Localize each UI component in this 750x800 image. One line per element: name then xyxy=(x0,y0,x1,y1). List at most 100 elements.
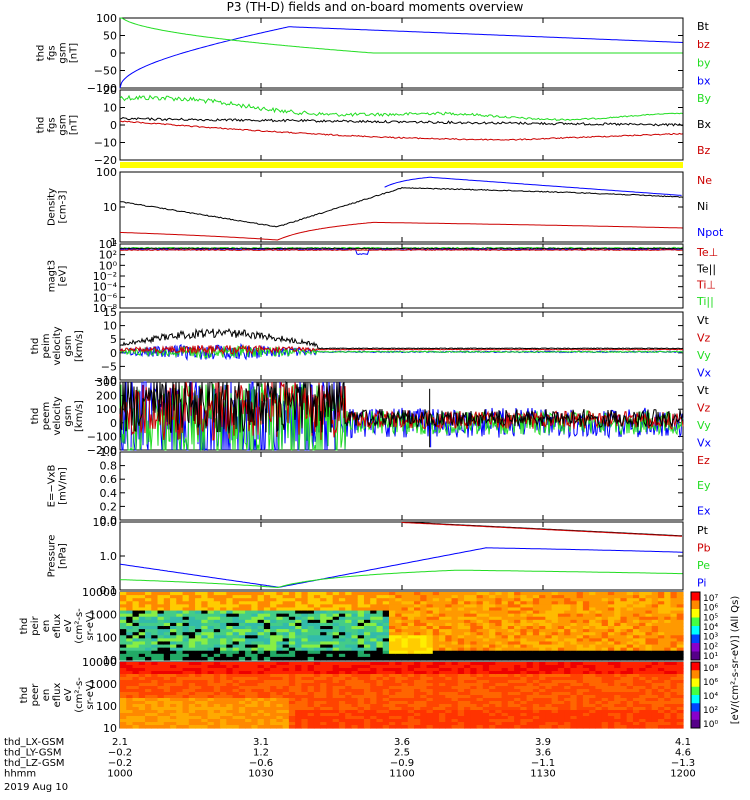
spectrogram-cell xyxy=(501,698,509,702)
spectrogram-cell xyxy=(313,641,321,646)
spectrogram-cell xyxy=(520,701,528,705)
spectrogram-cell xyxy=(251,671,259,675)
spectrogram-cell xyxy=(420,647,428,652)
spectrogram-cell xyxy=(288,592,296,596)
spectrogram-cell xyxy=(495,598,503,602)
spectrogram-cell xyxy=(132,686,140,690)
date-label: 2019 Aug 10 xyxy=(4,782,68,793)
spectrogram-cell xyxy=(520,647,528,652)
spectrogram-cell xyxy=(163,607,171,612)
spectrogram-cell xyxy=(676,644,684,649)
spectrogram-cell xyxy=(357,598,365,602)
spectrogram-cell xyxy=(213,595,221,599)
spectrogram-cell xyxy=(276,668,284,672)
spectrogram-cell xyxy=(676,680,684,684)
spectrogram-cell xyxy=(138,619,146,624)
spectrogram-cell xyxy=(551,610,559,615)
spectrogram-cell xyxy=(482,662,490,666)
spectrogram-cell xyxy=(282,653,290,658)
spectrogram-cell xyxy=(313,622,321,627)
spectrogram-cell xyxy=(620,710,628,714)
spectrogram-cell xyxy=(388,716,396,720)
spectrogram-cell xyxy=(420,626,428,630)
spectrogram-cell xyxy=(182,722,190,726)
spectrogram-cell xyxy=(176,638,184,643)
spectrogram-cell xyxy=(376,601,384,605)
spectrogram-cell xyxy=(626,716,634,720)
spectrogram-cell xyxy=(207,725,215,729)
spectrogram-cell xyxy=(401,722,409,726)
spectrogram-cell xyxy=(288,650,296,655)
spectrogram-cell xyxy=(420,701,428,705)
spectrogram-cell xyxy=(470,683,478,687)
spectrogram-cell xyxy=(257,680,265,684)
spectrogram-cell xyxy=(370,695,378,699)
spectrogram-cell xyxy=(176,665,184,669)
spectrogram-cell xyxy=(439,595,446,599)
colorbar-tick: 10⁸ xyxy=(703,664,718,674)
spectrogram-cell xyxy=(276,616,284,621)
spectrogram-cell xyxy=(251,619,259,624)
spectrogram-cell xyxy=(251,613,259,618)
spectrogram-cell xyxy=(595,626,603,630)
spectrogram-cell xyxy=(245,719,252,723)
spectrogram-cell xyxy=(639,716,647,720)
spectrogram-cell xyxy=(163,674,171,678)
spectrogram-cell xyxy=(201,665,209,669)
spectrogram-cell xyxy=(445,662,453,666)
spectrogram-cell xyxy=(470,592,478,596)
panel-frame-p3 xyxy=(119,171,684,243)
spectrogram-cell xyxy=(514,707,521,711)
spectrogram-cell xyxy=(432,607,440,612)
spectrogram-cell xyxy=(132,665,140,669)
spectrogram-cell xyxy=(426,595,434,599)
spectrogram-cell xyxy=(539,668,546,672)
spectrogram-cell xyxy=(526,595,534,599)
spectrogram-cell xyxy=(470,616,478,621)
spectrogram-cell xyxy=(151,707,159,711)
spectrogram-cell xyxy=(226,692,234,696)
spectrogram-cell xyxy=(445,680,453,684)
spectrogram-cell xyxy=(639,619,647,624)
spectrogram-cell xyxy=(395,698,403,702)
spectrogram-cell xyxy=(532,710,540,714)
spectrogram-cell xyxy=(476,629,484,633)
spectrogram-cell xyxy=(357,692,365,696)
spectrogram-cell xyxy=(401,635,409,639)
spectrogram-cell xyxy=(520,698,528,702)
spectrogram-cell xyxy=(551,722,559,726)
spectrogram-cell xyxy=(226,719,234,723)
spectrogram-cell xyxy=(376,638,384,643)
spectrogram-cell xyxy=(170,632,177,636)
spectrogram-cell xyxy=(607,632,615,636)
spectrogram-cell xyxy=(138,671,146,675)
spectrogram-cell xyxy=(626,629,634,633)
spectrogram-cell xyxy=(639,677,647,681)
spectrogram-cell xyxy=(676,632,684,636)
spectrogram-cell xyxy=(232,641,240,646)
spectrogram-cell xyxy=(595,622,603,627)
spectrogram-cell xyxy=(395,680,403,684)
spectrogram-cell xyxy=(570,716,578,720)
spectrogram-cell xyxy=(414,692,421,696)
spectrogram-cell xyxy=(414,626,421,630)
spectrogram-cell xyxy=(482,635,490,639)
spectrogram-cell xyxy=(507,668,515,672)
spectrogram-cell xyxy=(145,692,152,696)
spectrogram-cell xyxy=(201,638,209,643)
spectrogram-cell xyxy=(664,604,672,609)
spectrogram-cell xyxy=(313,683,321,687)
spectrogram-cell xyxy=(645,698,653,702)
spectrogram-cell xyxy=(232,598,240,602)
spectrogram-cell xyxy=(257,629,265,633)
spectrogram-cell xyxy=(382,722,390,726)
y-tick-label: 50 xyxy=(103,30,117,43)
spectrogram-cell xyxy=(195,695,202,699)
spectrogram-cell xyxy=(557,653,565,658)
spectrogram-cell xyxy=(395,674,403,678)
spectrogram-cell xyxy=(157,683,165,687)
ephemeris-value: 2.5 xyxy=(394,748,410,759)
spectrogram-cell xyxy=(313,595,321,599)
spectrogram-cell xyxy=(263,671,271,675)
spectrogram-cell xyxy=(238,710,246,714)
